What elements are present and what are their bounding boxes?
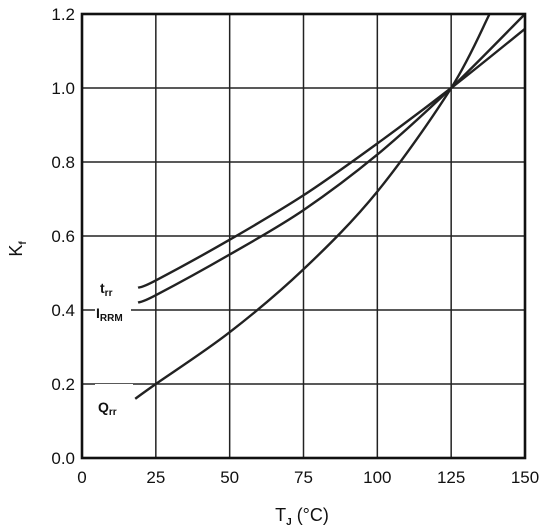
series-label-irrm: IRRM — [96, 305, 123, 324]
plot-border — [80, 12, 527, 460]
x-tick-label: 125 — [437, 468, 465, 487]
x-tick-label: 25 — [146, 468, 165, 487]
x-tick-label: 100 — [363, 468, 391, 487]
curve-labels: trr IRRM Qrr — [96, 280, 123, 418]
x-tick-label: 75 — [294, 468, 313, 487]
label-background-trr-irrm — [95, 272, 131, 318]
y-axis-title: Kf — [6, 241, 29, 257]
y-tick-label: 0.4 — [51, 301, 75, 320]
y-tick-label: 0.2 — [51, 375, 75, 394]
series-line-qrr — [134, 14, 491, 400]
x-axis-title: TJ (°C) — [275, 505, 329, 527]
x-tick-label: 0 — [77, 468, 86, 487]
y-tick-label: 0.0 — [51, 449, 75, 468]
plot-frame — [80, 12, 527, 460]
label-background-qrr — [95, 384, 133, 421]
label-backgrounds — [95, 272, 133, 421]
series-line-trr — [137, 27, 525, 289]
x-tick-label: 150 — [511, 468, 539, 487]
curves — [134, 14, 525, 400]
y-tick-label: 0.6 — [51, 227, 75, 246]
y-tick-labels: 0.0 0.2 0.4 0.6 0.8 1.0 1.2 — [51, 5, 75, 468]
series-label-trr: trr — [100, 280, 113, 299]
y-tick-label: 1.0 — [51, 79, 75, 98]
y-tick-label: 0.8 — [51, 153, 75, 172]
x-tick-label: 50 — [220, 468, 239, 487]
y-tick-label: 1.2 — [51, 5, 75, 24]
x-tick-labels: 0 25 50 75 100 125 150 — [77, 468, 539, 487]
series-label-qrr: Qrr — [98, 399, 117, 418]
